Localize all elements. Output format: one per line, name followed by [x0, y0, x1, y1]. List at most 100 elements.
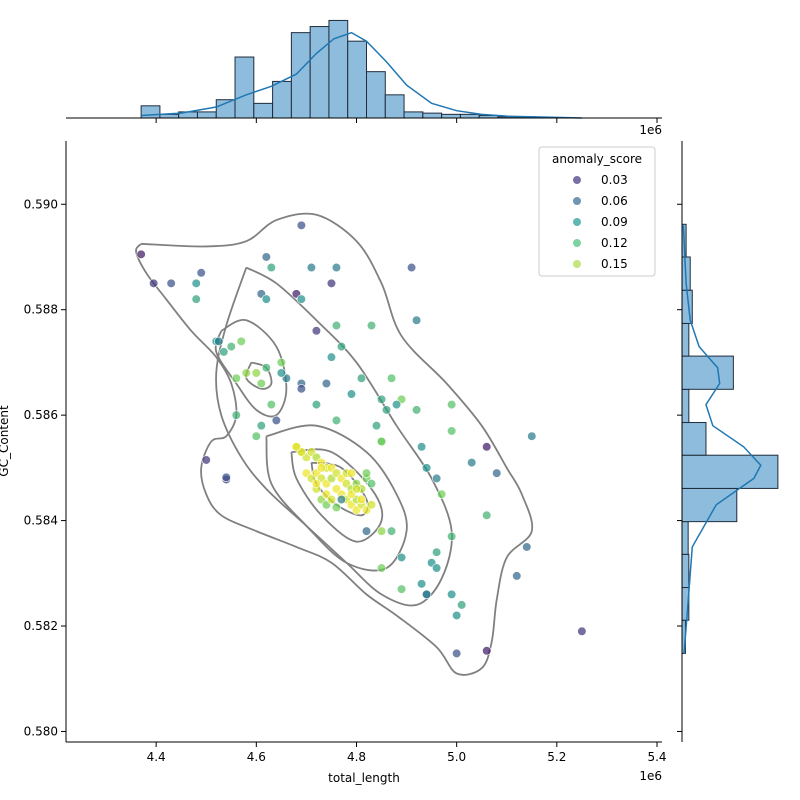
data-point	[432, 547, 442, 557]
legend-marker	[572, 238, 582, 248]
legend-entry-label: 0.06	[601, 194, 628, 208]
data-point	[136, 249, 146, 259]
legend: anomaly_score 0.03 0.06 0.09 0.12 0.15	[538, 146, 656, 277]
legend-frame	[538, 146, 656, 277]
data-point	[416, 579, 427, 589]
data-point	[276, 368, 286, 378]
data-point	[356, 373, 367, 383]
x-tick-label: 5.2	[547, 750, 566, 764]
x-offset-text-top: 1e6	[639, 123, 662, 137]
legend-entry-label: 0.15	[601, 257, 628, 271]
data-point	[422, 463, 432, 473]
data-point	[381, 405, 392, 415]
right-marginal-histogram	[677, 141, 779, 742]
data-point	[447, 531, 457, 541]
legend-marker	[572, 175, 582, 185]
data-point	[522, 542, 532, 552]
top-hist-bar	[441, 113, 461, 119]
data-point	[326, 278, 337, 288]
data-point	[191, 294, 201, 304]
data-point	[256, 378, 266, 389]
data-point	[411, 405, 422, 415]
right-hist-bar	[681, 553, 690, 589]
data-point	[221, 472, 231, 482]
y-tick-label: 0.580	[24, 724, 58, 738]
right-hist-bar	[681, 388, 690, 424]
x-tick-label: 4.8	[347, 750, 366, 764]
data-point	[331, 502, 342, 512]
data-point	[432, 473, 442, 484]
x-offset-text-main: 1e6	[639, 769, 662, 783]
data-point	[447, 589, 457, 599]
main-scatter-plot: 4.4 4.6 4.8 5.0 5.2 5.4 0.580 0.582 0.584 0.586 0.…	[24, 141, 667, 764]
data-point	[326, 494, 337, 505]
data-point	[326, 352, 337, 362]
top-hist-bar	[366, 71, 386, 119]
data-point	[422, 589, 432, 599]
data-point	[346, 468, 357, 478]
data-point	[271, 415, 281, 426]
data-point	[447, 399, 457, 410]
kde-contour-line	[265, 424, 408, 572]
data-point	[376, 436, 387, 447]
data-point	[311, 326, 322, 336]
top-hist-bar	[459, 113, 480, 119]
top-kde-line	[141, 31, 582, 119]
data-point	[196, 268, 206, 278]
data-point	[366, 479, 377, 489]
data-point	[241, 368, 251, 378]
data-point	[296, 220, 306, 230]
kde-contour-line	[135, 212, 534, 676]
data-point	[416, 442, 427, 452]
kde-contour-line	[215, 266, 453, 607]
data-point	[321, 378, 332, 389]
data-point	[371, 421, 382, 431]
data-point	[266, 399, 276, 410]
data-point	[452, 610, 462, 621]
data-point	[251, 431, 261, 441]
data-point	[467, 457, 477, 468]
top-hist-bar	[140, 105, 161, 119]
top-hist-bar	[422, 112, 443, 119]
y-axis-label: GC_Content	[0, 405, 11, 477]
data-point	[331, 415, 342, 426]
data-point	[411, 315, 422, 325]
top-hist-bar	[403, 111, 424, 119]
data-point	[316, 463, 327, 473]
data-point	[266, 262, 276, 273]
scatter-points	[136, 220, 587, 659]
data-point	[201, 455, 211, 465]
data-point	[437, 489, 447, 499]
data-point	[191, 278, 201, 288]
data-point	[149, 278, 159, 288]
data-point	[396, 552, 407, 563]
data-point	[351, 484, 362, 494]
data-point	[236, 336, 246, 346]
data-point	[452, 648, 462, 659]
kde-contours	[135, 212, 534, 676]
data-point	[256, 421, 266, 431]
data-point	[447, 426, 457, 436]
y-tick-label: 0.588	[24, 303, 58, 317]
data-point	[296, 384, 306, 394]
data-point	[219, 347, 229, 357]
legend-entry-label: 0.12	[601, 236, 628, 250]
data-point	[366, 500, 377, 510]
data-point	[226, 342, 236, 352]
data-point	[306, 262, 317, 273]
data-point	[331, 262, 342, 273]
data-point	[396, 584, 407, 594]
top-hist-bar	[196, 111, 217, 119]
data-point	[482, 442, 492, 452]
data-point	[376, 394, 387, 404]
data-point	[366, 320, 377, 331]
legend-title: anomaly_score	[552, 152, 642, 166]
data-point	[386, 373, 397, 383]
x-tick-label: 5.4	[647, 750, 666, 764]
data-point	[457, 600, 467, 610]
y-tick-label: 0.586	[24, 408, 58, 422]
data-point	[296, 294, 306, 304]
top-hist-bar	[347, 40, 368, 119]
data-point	[512, 571, 522, 581]
right-hist-bar	[681, 422, 707, 456]
